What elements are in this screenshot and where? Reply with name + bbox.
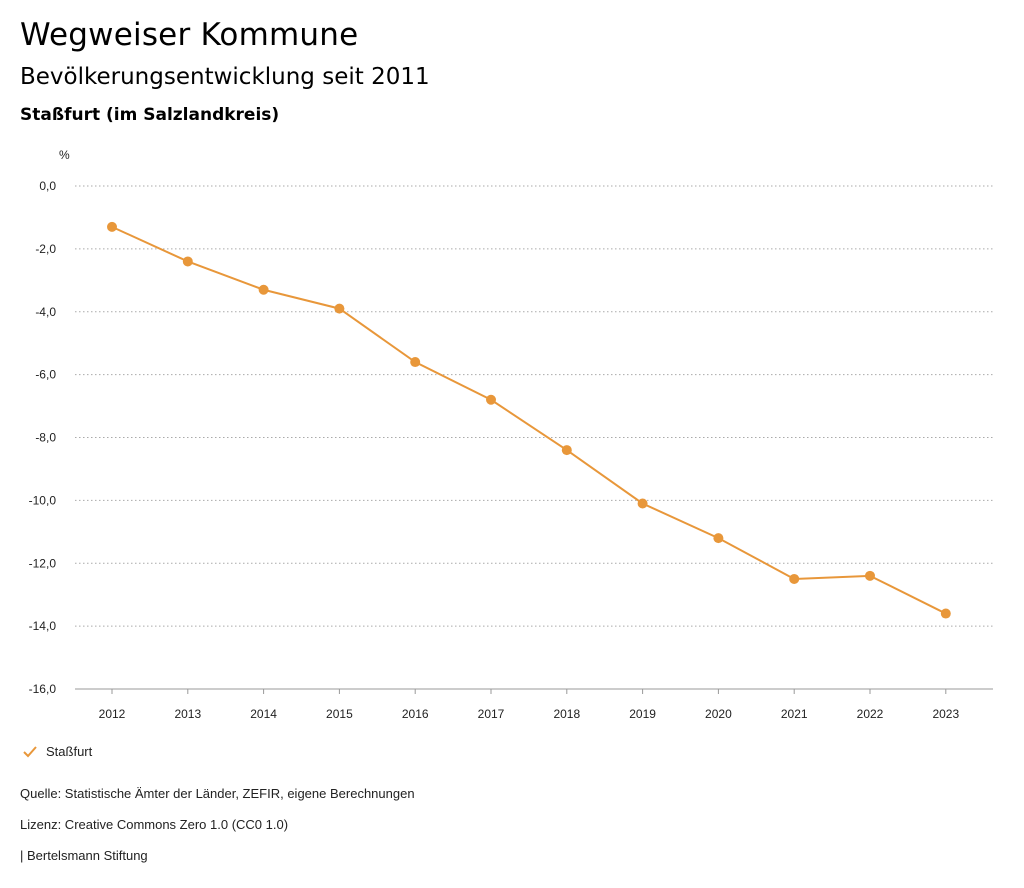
- y-tick-label: -10,0: [29, 493, 57, 507]
- check-icon: [23, 745, 37, 757]
- x-tick-label: 2022: [857, 707, 884, 721]
- x-tick-label: 2014: [250, 707, 277, 721]
- data-point[interactable]: [334, 303, 345, 314]
- series-line: [111, 225, 947, 615]
- x-axis: 2012 2013 2014 2015 2016 2017 2018 2019 2020 2021…: [99, 689, 959, 721]
- y-tick-label: 0,0: [39, 179, 56, 193]
- line-chart: % 0,0 -2,0 -4,0 -6,0 -8,0 -10,0 -12,0 -14,0 -16,…: [29, 148, 993, 721]
- y-tick-label: -2,0: [35, 242, 56, 256]
- x-tick-label: 2017: [478, 707, 505, 721]
- x-tick-label: 2020: [705, 707, 732, 721]
- y-tick-label: -16,0: [29, 682, 57, 696]
- data-point[interactable]: [940, 608, 951, 619]
- y-tick-label: -8,0: [35, 431, 56, 445]
- y-tick-label: -12,0: [29, 556, 57, 570]
- source-note: Quelle: Statistische Ämter der Länder, Z…: [20, 786, 415, 801]
- y-tick-label: -4,0: [35, 305, 56, 319]
- x-tick-label: 2016: [402, 707, 429, 721]
- legend-label: Staßfurt: [46, 744, 93, 759]
- x-tick-label: 2019: [629, 707, 656, 721]
- publisher-note: | Bertelsmann Stiftung: [20, 848, 148, 863]
- data-point[interactable]: [637, 498, 648, 509]
- chart-subtitle: Bevölkerungsentwicklung seit 2011: [20, 64, 430, 90]
- x-tick-label: 2021: [781, 707, 808, 721]
- data-point[interactable]: [486, 394, 496, 405]
- y-tick-label: -6,0: [35, 368, 56, 382]
- region-label: Staßfurt (im Salzlandkreis): [20, 105, 280, 125]
- x-tick-label: 2013: [174, 707, 201, 721]
- data-point[interactable]: [865, 570, 875, 581]
- y-axis-label: %: [59, 148, 70, 162]
- data-point[interactable]: [182, 256, 193, 267]
- data-point[interactable]: [410, 357, 421, 368]
- grid-lines: [75, 185, 993, 690]
- x-tick-label: 2012: [99, 707, 126, 721]
- x-tick-label: 2015: [326, 707, 353, 721]
- series-layer: [107, 221, 951, 619]
- data-point[interactable]: [561, 445, 572, 456]
- data-point[interactable]: [107, 221, 117, 232]
- data-point[interactable]: [258, 284, 269, 295]
- y-tick-label: -14,0: [29, 619, 57, 633]
- data-point[interactable]: [789, 573, 800, 584]
- x-tick-label: 2023: [932, 707, 959, 721]
- legend[interactable]: Staßfurt: [22, 744, 92, 759]
- y-axis-ticks: 0,0 -2,0 -4,0 -6,0 -8,0 -10,0 -12,0 -14,0 -16,0: [29, 179, 57, 696]
- license-note: Lizenz: Creative Commons Zero 1.0 (CC0 1…: [20, 817, 289, 832]
- page-title: Wegweiser Kommune: [20, 17, 359, 53]
- x-tick-label: 2018: [553, 707, 580, 721]
- data-point[interactable]: [713, 533, 724, 544]
